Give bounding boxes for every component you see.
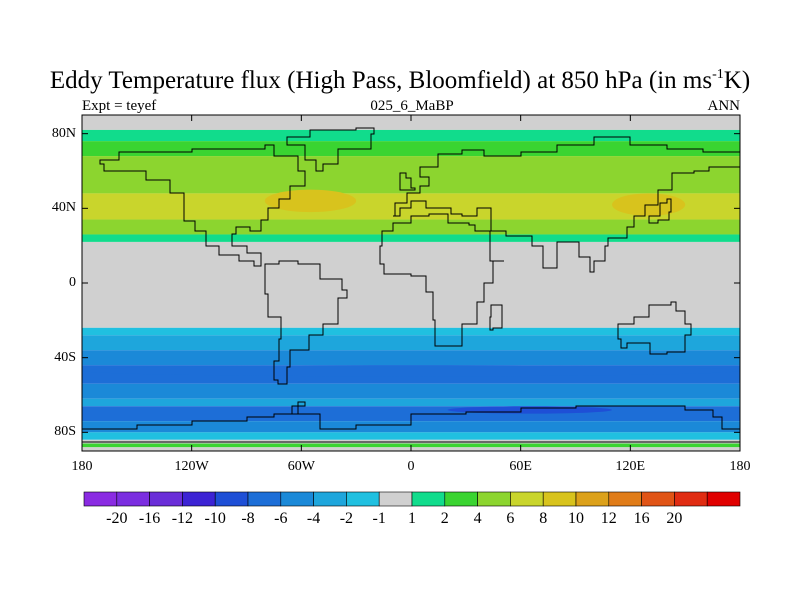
colorbar-label-15: 12: [600, 510, 617, 527]
outline-eurasia: [393, 136, 740, 273]
lon-label-3: 0: [407, 459, 415, 474]
field-patch-2: [502, 193, 576, 213]
zonal-band-13: [82, 398, 740, 407]
zonal-band-16: [82, 432, 740, 440]
title-unit-end: K): [723, 67, 751, 94]
case-label: 025_6_MaBP: [370, 98, 454, 114]
zonal-band-15: [82, 421, 740, 433]
zonal-band-6: [82, 234, 740, 242]
outline-north-america: [99, 144, 306, 267]
field-patch-5: [82, 365, 740, 377]
axis-ticks: [81, 115, 741, 451]
zonal-band-0: [82, 115, 740, 130]
outline-africa: [379, 213, 504, 347]
colorbar-label-8: -1: [372, 510, 386, 527]
field-patch-4: [447, 406, 613, 414]
colorbar-label-4: -8: [241, 510, 255, 527]
colorbar-label-5: -6: [274, 510, 288, 527]
outline-south-america: [264, 260, 348, 385]
lon-label-4: 60E: [509, 459, 532, 474]
field-contours: [82, 115, 740, 451]
lat-label-0: 80N: [51, 125, 76, 141]
lon-label-0: 180: [71, 459, 93, 474]
outline-uk: [399, 172, 416, 191]
colorbar-label-0: -20: [106, 510, 128, 527]
title-superscript: -1: [712, 67, 724, 83]
lat-label-1: 40N: [51, 200, 76, 216]
lat-label-4: 80S: [54, 424, 76, 440]
zonal-band-12: [82, 383, 740, 399]
experiment-label: Expt = teyef: [82, 98, 157, 114]
outline-madagascar: [489, 304, 503, 331]
colorbar-label-13: 8: [539, 510, 548, 527]
zonal-band-2: [82, 141, 740, 157]
outline-australia: [617, 301, 692, 355]
field-patch-0: [136, 197, 174, 209]
colorbar-label-1: -16: [138, 510, 161, 527]
colorbar-label-10: 2: [440, 510, 449, 527]
zonal-band-5: [82, 219, 740, 235]
colorbar-label-3: -10: [204, 510, 226, 527]
lat-label-3: 40S: [54, 349, 76, 365]
field-patch-1: [264, 189, 357, 213]
colorbar-label-17: 20: [666, 510, 683, 527]
colorbar-label-6: -4: [306, 510, 321, 527]
zonal-band-1: [82, 129, 740, 142]
lon-label-2: 60W: [287, 459, 315, 474]
outline-antarctica: [82, 401, 740, 443]
season-label: ANN: [707, 98, 741, 114]
zonal-band-7: [82, 241, 740, 328]
lon-label-1: 120W: [174, 459, 209, 474]
colorbar-label-16: 16: [633, 510, 650, 527]
zonal-band-10: [82, 350, 740, 366]
zonal-band-9: [82, 335, 740, 351]
colorbar-label-2: -12: [171, 510, 194, 527]
colorbar-label-11: 4: [473, 510, 482, 527]
title-text: Eddy Temperature flux (High Pass, Bloomf…: [49, 67, 713, 94]
lon-label-5: 120E: [615, 459, 646, 474]
colorbar-label-7: -2: [339, 510, 354, 527]
colorbar-label-12: 6: [506, 510, 515, 527]
outline-greenland: [286, 127, 375, 172]
colorbar-label-9: 1: [408, 510, 416, 527]
lon-label-6: 180: [729, 459, 751, 474]
continent-outlines: [82, 127, 740, 443]
outline-japan: [648, 198, 672, 224]
colorbar-label-14: 10: [568, 510, 584, 527]
lat-label-2: 0: [69, 275, 76, 290]
zonal-band-8: [82, 327, 740, 336]
plot-title: Eddy Temperature flux (High Pass, Bloomf…: [0, 66, 800, 96]
